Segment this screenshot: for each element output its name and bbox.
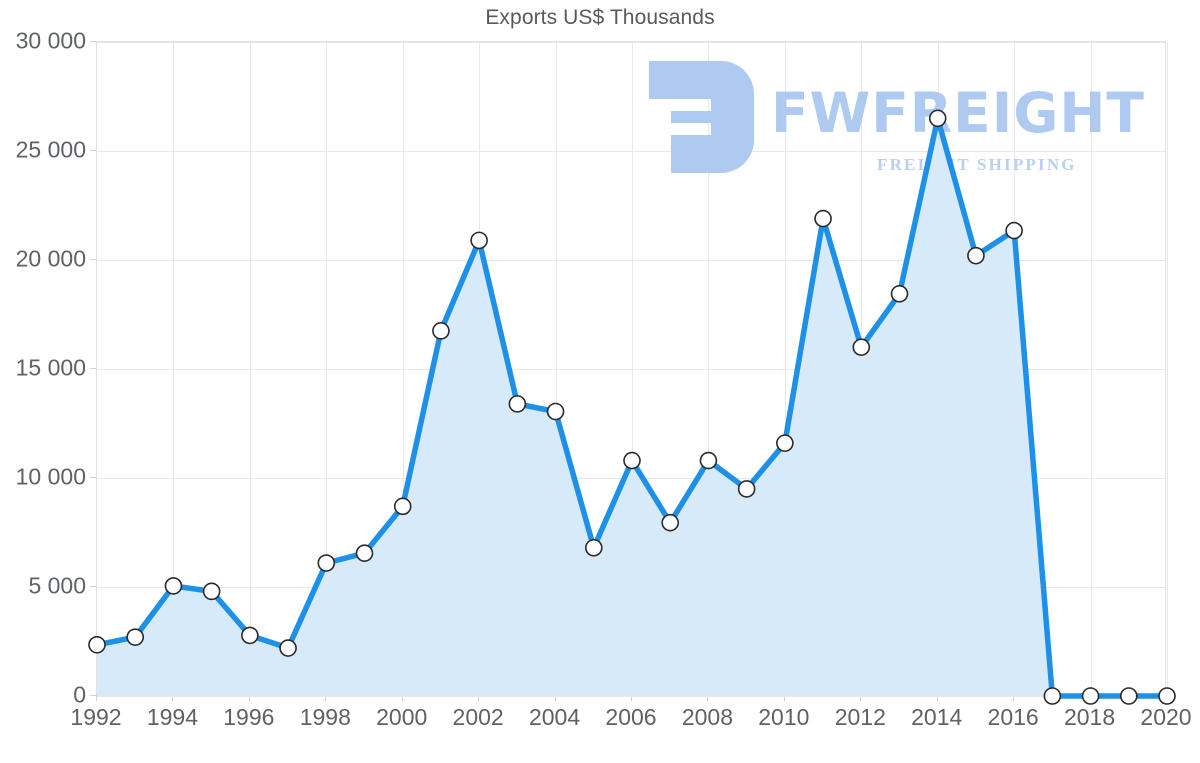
data-point-marker[interactable] xyxy=(241,626,259,645)
x-tick-mark xyxy=(631,695,632,701)
data-point-marker[interactable] xyxy=(852,338,871,357)
x-tick-label: 2002 xyxy=(452,704,504,730)
x-tick-mark xyxy=(707,695,709,701)
data-point-marker[interactable] xyxy=(393,497,412,516)
data-point-marker[interactable] xyxy=(355,544,374,563)
data-point-marker[interactable] xyxy=(88,635,106,654)
x-tick-mark xyxy=(248,695,250,701)
gridline-vertical xyxy=(1090,42,1092,694)
x-tick-label: 2004 xyxy=(528,704,581,730)
series-exports xyxy=(88,109,1176,705)
data-point-marker[interactable] xyxy=(1119,687,1138,705)
x-tick-label: 1992 xyxy=(70,704,122,730)
data-point-marker[interactable] xyxy=(1005,221,1023,240)
y-tick-mark xyxy=(90,477,96,478)
gridline-vertical xyxy=(708,42,710,694)
y-tick-label: 0 xyxy=(73,681,86,708)
x-tick-mark xyxy=(401,695,403,701)
gridline-horizontal xyxy=(97,42,1165,43)
data-point-marker[interactable] xyxy=(928,109,947,128)
data-point-marker[interactable] xyxy=(508,395,527,413)
gridline-vertical xyxy=(173,42,175,694)
data-point-marker[interactable] xyxy=(1043,687,1062,705)
gridline-vertical xyxy=(326,42,328,694)
y-tick-label: 25 000 xyxy=(15,136,86,163)
x-tick-mark xyxy=(325,695,327,701)
gridline-horizontal xyxy=(97,369,1165,370)
x-tick-label: 1996 xyxy=(223,704,275,730)
plot-area: FWFREIGHT FREIGHT SHIPPING xyxy=(88,41,1176,705)
y-tick-label: 15 000 xyxy=(15,354,86,381)
data-point-markers xyxy=(88,109,1176,705)
data-point-marker[interactable] xyxy=(967,246,985,265)
gridline-vertical xyxy=(1167,42,1168,694)
x-tick-label: 2010 xyxy=(758,704,810,730)
data-point-marker[interactable] xyxy=(661,513,680,532)
gridline-vertical xyxy=(784,42,786,694)
y-tick-label: 20 000 xyxy=(15,245,86,272)
gridline-horizontal xyxy=(97,151,1165,152)
gridline-horizontal xyxy=(97,260,1165,261)
x-tick-label: 2006 xyxy=(605,704,657,730)
y-tick-label: 5 000 xyxy=(28,572,86,599)
y-tick-label: 10 000 xyxy=(15,463,86,490)
data-point-marker[interactable] xyxy=(546,402,565,421)
x-tick-label: 2008 xyxy=(681,704,734,730)
x-tick-label: 1998 xyxy=(299,704,351,730)
data-point-marker[interactable] xyxy=(317,554,336,572)
x-tick-label: 2018 xyxy=(1063,704,1116,730)
data-point-marker[interactable] xyxy=(202,582,221,601)
data-point-marker[interactable] xyxy=(279,639,297,657)
x-tick-label: 2012 xyxy=(834,704,886,730)
gridline-vertical xyxy=(555,42,557,694)
gridline-vertical xyxy=(632,42,633,694)
y-tick-mark xyxy=(90,695,96,696)
x-tick-label: 2000 xyxy=(376,704,428,730)
gridline-vertical xyxy=(249,42,251,694)
x-tick-label: 1994 xyxy=(146,704,199,730)
x-tick-label: 2020 xyxy=(1140,704,1192,730)
data-point-marker[interactable] xyxy=(814,209,832,228)
data-point-marker[interactable] xyxy=(164,577,183,595)
x-tick-label: 2016 xyxy=(987,704,1039,730)
data-point-marker[interactable] xyxy=(623,451,641,470)
x-tick-mark xyxy=(1013,695,1015,701)
area-fill xyxy=(97,118,1167,697)
gridline-horizontal xyxy=(97,696,1165,697)
data-point-marker[interactable] xyxy=(126,628,145,646)
x-tick-mark xyxy=(860,695,862,701)
data-point-marker[interactable] xyxy=(737,480,756,498)
data-point-marker[interactable] xyxy=(699,451,718,470)
data-point-marker[interactable] xyxy=(890,284,909,303)
data-point-marker[interactable] xyxy=(1081,687,1100,705)
chart-title: Exports US$ Thousands xyxy=(485,6,715,29)
y-tick-mark xyxy=(90,586,96,587)
y-tick-mark xyxy=(90,150,96,151)
x-tick-label: 2014 xyxy=(911,704,963,730)
data-point-marker[interactable] xyxy=(470,231,488,250)
data-point-marker[interactable] xyxy=(432,322,450,340)
x-tick-mark xyxy=(554,695,556,701)
y-tick-mark xyxy=(90,41,96,42)
y-tick-label: 30 000 xyxy=(15,27,86,54)
data-point-marker[interactable] xyxy=(776,434,794,452)
x-tick-mark xyxy=(478,695,480,701)
y-tick-mark xyxy=(90,259,96,260)
x-tick-mark xyxy=(783,695,785,701)
data-point-marker[interactable] xyxy=(1158,687,1176,705)
x-tick-mark xyxy=(96,695,97,701)
gridline-vertical xyxy=(402,42,404,694)
data-point-marker[interactable] xyxy=(584,538,603,557)
x-tick-mark xyxy=(936,695,938,701)
y-tick-mark xyxy=(90,368,96,369)
x-tick-mark xyxy=(172,695,174,701)
